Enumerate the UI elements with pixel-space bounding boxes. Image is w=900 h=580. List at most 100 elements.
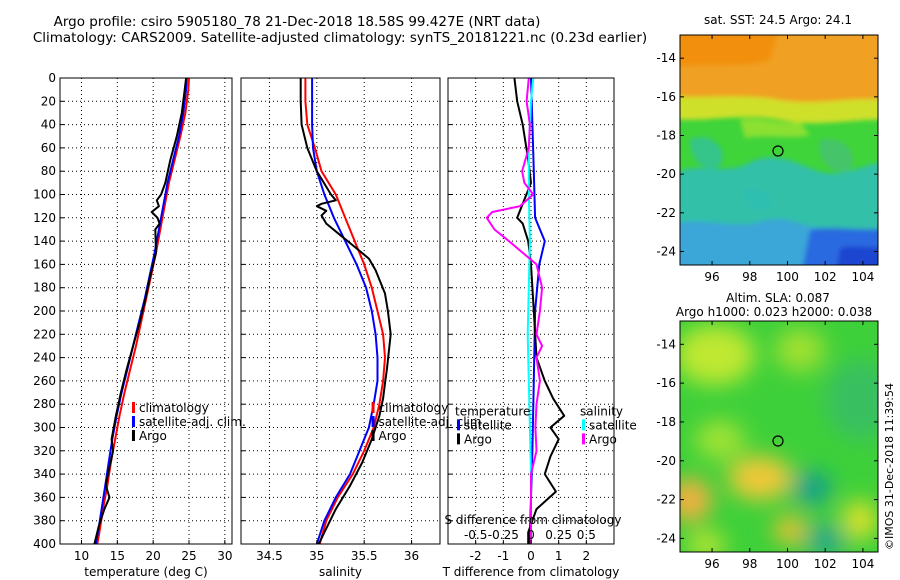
tick-label-y: 300 <box>33 421 56 435</box>
tick-label-x: 0 <box>527 549 535 563</box>
sla-map-subtitle: Argo h1000: 0.023 h2000: 0.038 <box>676 305 872 319</box>
salinity-panel: 34.5 35 35.5 36salinityclimatologysatellite… <box>240 77 485 579</box>
map-tick-label-x: 100 <box>776 557 799 571</box>
tick-label-x: 25 <box>181 549 196 563</box>
figure-title-line1: Argo profile: csiro 5905180_78 21-Dec-20… <box>54 14 541 30</box>
map-tick-label-y: -18 <box>656 129 676 143</box>
tick-label-x2: -0.5 <box>464 528 487 542</box>
legend-label-argo: Argo <box>139 429 167 443</box>
legend-swatch-satellite-adj-clim <box>131 416 135 427</box>
tick-label-y: 400 <box>33 537 56 551</box>
tick-label-x: -1 <box>497 549 509 563</box>
tick-label-y: 380 <box>33 514 56 528</box>
sla-map-field <box>680 321 878 552</box>
legend-swatch-argo <box>371 430 375 441</box>
legend-label-satellite-adj-clim: satellite-adj. clim. <box>139 415 246 429</box>
tick-label-x: -2 <box>470 549 482 563</box>
legend-swatch-climatology <box>131 402 135 413</box>
map-tick-label-x: 104 <box>851 270 874 284</box>
sla-map-frame <box>679 320 879 553</box>
tick-label-y: 340 <box>33 467 56 481</box>
legend-label-argo: Argo <box>464 432 492 446</box>
sst-argo-marker <box>772 145 784 157</box>
tick-label-x: 30 <box>217 549 232 563</box>
plot-frame <box>240 77 441 545</box>
imos-timestamp: ©IMOS 31-Dec-2018 11:39:54 <box>883 383 896 550</box>
tick-label-x: 35 <box>309 549 324 563</box>
tick-label-x: 2 <box>583 549 591 563</box>
tick-label-x2: 0.25 <box>545 528 572 542</box>
legend-label-satellite: satellite <box>589 418 637 432</box>
tick-label-y: 0 <box>48 71 56 85</box>
tick-label-y: 240 <box>33 351 56 365</box>
tick-label-y: 120 <box>33 211 56 225</box>
map-tick-label-y: -18 <box>656 415 676 429</box>
legend-heading: temperature <box>455 404 530 418</box>
legend-swatch-satellite <box>457 419 460 431</box>
series-s-argo <box>485 77 544 544</box>
tick-label-x: 15 <box>110 549 125 563</box>
series-climatology <box>96 77 190 545</box>
difference-panel: -2 -1 0 1 2 T difference from climatology temp… <box>442 77 637 579</box>
tick-label-y: 200 <box>33 304 56 318</box>
tick-label-x2: -0.25 <box>488 528 519 542</box>
series-argo <box>93 77 188 545</box>
map-tick-label-y: -24 <box>656 244 676 258</box>
plot-frame <box>59 77 233 545</box>
map-tick-label-y: -20 <box>656 454 676 468</box>
map-tick-label-y: -20 <box>656 167 676 181</box>
sst-map-axes: 96 98 100 102 104 -14 -16 -18 -20 -22 -24 <box>656 35 878 284</box>
tick-label-x: 35.5 <box>351 549 378 563</box>
tick-label-y: 260 <box>33 374 56 388</box>
sla-argo-marker <box>772 435 784 447</box>
legend-label-climatology: climatology <box>379 401 449 415</box>
tick-label-y: 220 <box>33 327 56 341</box>
tick-label-y: 40 <box>41 118 56 132</box>
series-satellite-adj-clim <box>311 78 379 545</box>
map-tick-label-y: -16 <box>656 90 676 104</box>
map-tick-label-x: 104 <box>851 557 874 571</box>
tick-label-y: 20 <box>41 94 56 108</box>
map-tick-label-x: 96 <box>704 270 719 284</box>
legend-label-satellite: satellite <box>464 418 512 432</box>
tick-label-y: 180 <box>33 281 56 295</box>
series-climatology <box>304 78 386 545</box>
tick-label-y: 360 <box>33 490 56 504</box>
legend-swatch-satellite-adj-clim <box>371 416 375 427</box>
legend-swatch-satellite <box>582 419 585 431</box>
map-tick-label-x: 98 <box>742 270 757 284</box>
figure-title-line2: Climatology: CARS2009. Satellite-adjuste… <box>33 30 647 46</box>
tick-label-x: 20 <box>146 549 161 563</box>
sst-map-frame <box>679 34 879 266</box>
x2-axis-label: S difference from climatology <box>445 513 622 527</box>
map-tick-label-x: 102 <box>814 557 837 571</box>
legend-label-climatology: climatology <box>139 401 209 415</box>
map-tick-label-x: 100 <box>776 270 799 284</box>
legend-label-argo: Argo <box>379 429 407 443</box>
tick-label-y: 160 <box>33 257 56 271</box>
map-tick-label-y: -24 <box>656 531 676 545</box>
x-axis-label: T difference from climatology <box>442 565 620 579</box>
tick-label-y: 280 <box>33 397 56 411</box>
map-tick-label-y: -22 <box>656 206 676 220</box>
map-tick-label-y: -14 <box>656 337 676 351</box>
sla-map-title: Altim. SLA: 0.087 <box>726 291 830 305</box>
tick-label-y: 140 <box>33 234 56 248</box>
tick-label-x: 10 <box>74 549 89 563</box>
x-axis-label: salinity <box>319 565 362 579</box>
map-tick-label-x: 96 <box>704 557 719 571</box>
sla-map-axes: 96 98 100 102 104 -14 -16 -18 -20 -22 -24 <box>656 321 878 571</box>
tick-label-x: 1 <box>555 549 563 563</box>
map-tick-label-y: -22 <box>656 493 676 507</box>
map-tick-label-y: -14 <box>656 51 676 65</box>
legend-label-argo: Argo <box>589 432 617 446</box>
legend-heading: salinity <box>580 404 623 418</box>
tick-label-y: 60 <box>41 141 56 155</box>
map-tick-label-y: -16 <box>656 376 676 390</box>
tick-label-x: 34.5 <box>256 549 283 563</box>
tick-label-x2: 0.5 <box>577 528 596 542</box>
temperature-panel: 10 15 20 25 30 temperature (deg C) 0 20 40 60 80 10… <box>33 71 246 579</box>
tick-label-y: 320 <box>33 444 56 458</box>
legend-swatch-argo <box>582 433 585 445</box>
